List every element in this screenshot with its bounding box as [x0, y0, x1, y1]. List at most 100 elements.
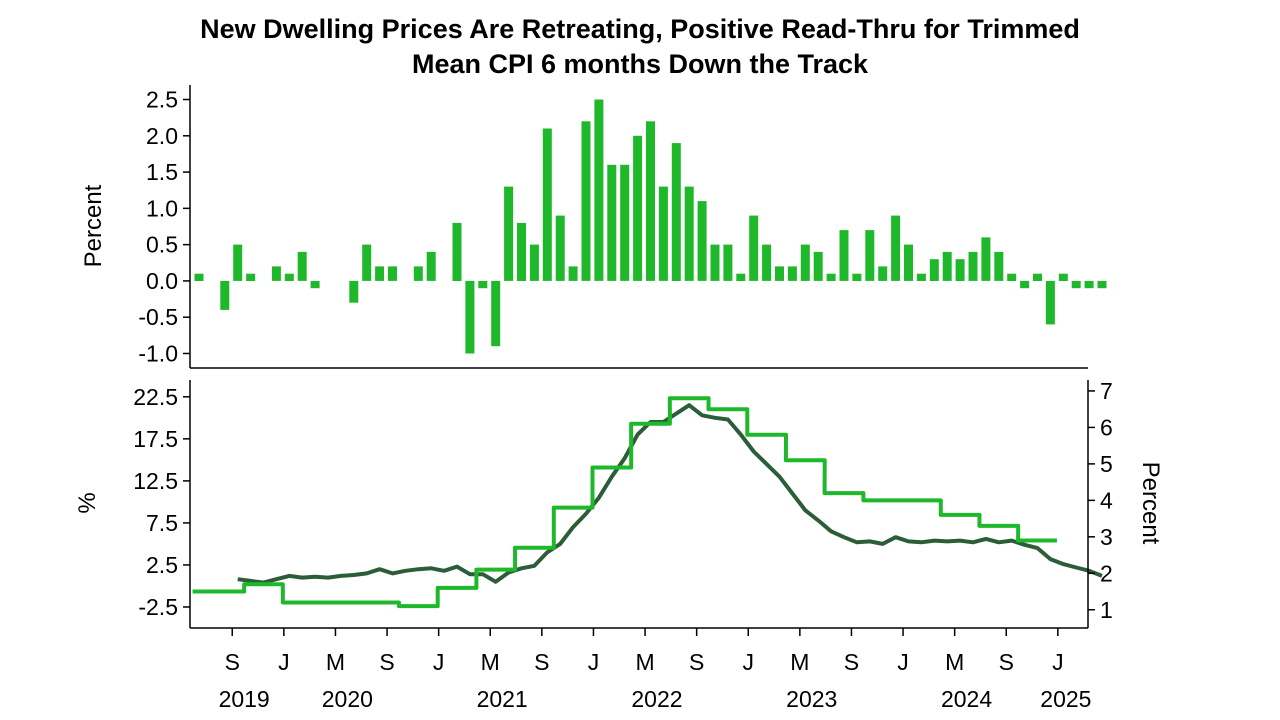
- bar: [1071, 280, 1081, 289]
- x-tick-label: J: [278, 649, 290, 675]
- left-y-tick-label: 22.5: [133, 384, 178, 410]
- bar: [1007, 273, 1017, 281]
- top-y-axis-label: Percent: [80, 184, 107, 267]
- x-year-label: 2023: [786, 686, 837, 712]
- x-tick-label: M: [481, 649, 500, 675]
- bar: [529, 244, 539, 281]
- x-year-label: 2021: [477, 686, 528, 712]
- bar: [620, 164, 630, 281]
- bar: [749, 215, 759, 281]
- bar: [542, 128, 552, 281]
- x-tick-label: J: [588, 649, 600, 675]
- right-y-tick-label: 7: [1100, 378, 1113, 404]
- chart-title: New Dwelling Prices Are Retreating, Posi…: [200, 14, 1080, 44]
- top-y-tick-label: 1.5: [146, 159, 178, 185]
- left-y-tick-label: 17.5: [133, 426, 178, 452]
- top-y-tick-label: 0.5: [146, 232, 178, 258]
- bar: [968, 251, 978, 281]
- bar: [723, 244, 733, 281]
- bar: [800, 244, 810, 281]
- right-y-tick-label: 3: [1100, 524, 1113, 550]
- bar: [839, 230, 849, 281]
- bar: [865, 230, 875, 281]
- bar: [375, 266, 385, 281]
- x-tick-label: M: [790, 649, 809, 675]
- bar: [813, 251, 823, 281]
- x-tick-label: J: [897, 649, 909, 675]
- top-bar-panel: 2.5 2.0 1.5 1.0 0.5 0.0 -0.5 -1.0: [138, 85, 1107, 369]
- bottom-right-y-axis-label: Percent: [1137, 462, 1164, 545]
- bar: [271, 266, 281, 281]
- bar: [233, 244, 243, 281]
- top-y-tick-label: 0.0: [146, 268, 178, 294]
- bar: [362, 244, 372, 281]
- bar: [775, 266, 784, 281]
- x-year-label: 2024: [941, 686, 992, 712]
- top-y-tick-label: 2.5: [146, 87, 178, 113]
- bar: [555, 215, 565, 281]
- bottom-left-y-axis-label: %: [74, 492, 101, 513]
- bar: [1033, 273, 1042, 281]
- bar: [929, 259, 939, 281]
- x-tick-label: M: [635, 649, 654, 675]
- right-y-tick-label: 6: [1100, 414, 1113, 440]
- bar: [852, 273, 862, 281]
- bar: [646, 121, 655, 281]
- bar: [826, 273, 836, 281]
- bar: [1097, 280, 1107, 289]
- left-y-tick-label: 7.5: [146, 510, 178, 536]
- bar: [955, 259, 965, 281]
- bar: [284, 273, 294, 281]
- bar: [246, 273, 256, 281]
- bar: [194, 273, 204, 281]
- bar: [891, 215, 901, 281]
- bar: [710, 244, 720, 281]
- series-line-right: [192, 396, 1057, 609]
- bar: [1058, 273, 1068, 281]
- series-line-left: [237, 403, 1103, 585]
- x-tick-label: S: [379, 649, 394, 675]
- x-year-label: 2019: [219, 686, 270, 712]
- x-tick-label: J: [433, 649, 445, 675]
- right-y-tick-label: 4: [1100, 487, 1113, 513]
- bar: [671, 143, 681, 281]
- bar: [517, 222, 526, 281]
- bar: [1045, 280, 1055, 325]
- bar: [388, 266, 397, 281]
- right-y-tick-label: 5: [1100, 451, 1113, 477]
- bar: [349, 280, 359, 303]
- x-year-label: 2020: [322, 686, 373, 712]
- bar: [994, 251, 1004, 281]
- bar: [568, 266, 578, 281]
- top-y-tick-label: -0.5: [138, 304, 178, 330]
- chart-subtitle: Mean CPI 6 months Down the Track: [411, 49, 869, 79]
- x-tick-label: S: [689, 649, 704, 675]
- left-y-tick-label: 2.5: [146, 552, 178, 578]
- bar: [504, 186, 514, 281]
- left-y-tick-label: -2.5: [138, 594, 178, 620]
- top-y-tick-label: -1.0: [138, 340, 178, 366]
- bar: [220, 280, 230, 310]
- bar: [413, 266, 423, 281]
- x-tick-label: S: [844, 649, 859, 675]
- bar: [594, 99, 604, 281]
- bar: [452, 222, 462, 281]
- bar: [491, 280, 501, 347]
- bar: [607, 164, 617, 281]
- x-year-label: 2025: [1040, 686, 1091, 712]
- x-year-label: 2022: [631, 686, 682, 712]
- bar: [787, 266, 797, 281]
- bar: [916, 273, 926, 281]
- bar: [297, 251, 307, 281]
- bar: [465, 280, 475, 354]
- bar: [581, 121, 591, 281]
- bar: [697, 201, 707, 281]
- top-y-tick-label: 1.0: [146, 195, 178, 221]
- x-tick-label: J: [1052, 649, 1064, 675]
- bottom-line-panel: 22.5 17.5 12.5 7.5 2.5 -2.5 7 6 5 4 3 2 1 S J M S J M S J M S J…: [133, 378, 1113, 712]
- x-tick-label: J: [743, 649, 755, 675]
- top-y-tick-label: 2.0: [146, 123, 178, 149]
- x-tick-label: M: [326, 649, 345, 675]
- bar: [684, 186, 694, 281]
